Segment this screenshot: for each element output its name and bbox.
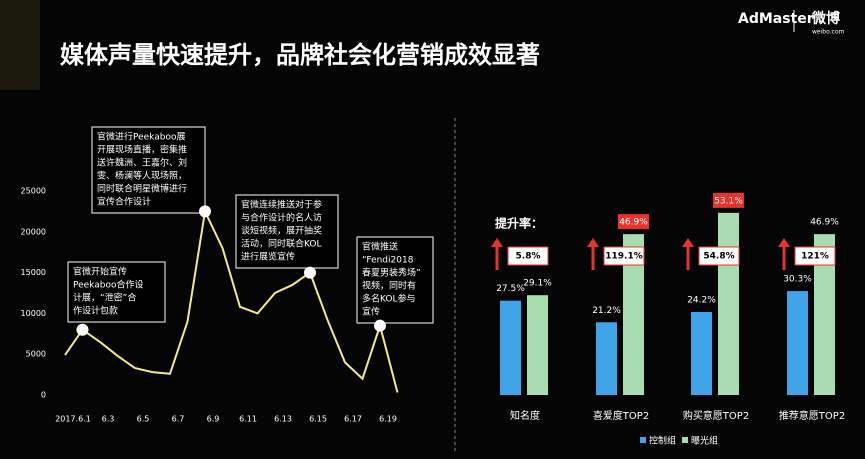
x-tick-label: 6.13 xyxy=(274,415,292,424)
annotation-box xyxy=(67,261,166,323)
annotation-text: 作设计包款 xyxy=(73,305,118,317)
annotation-text: 宣传 xyxy=(362,306,380,318)
value-label: 24.2% xyxy=(687,295,716,305)
value-label: 27.5% xyxy=(496,284,525,294)
legend-label: 曝光组 xyxy=(691,435,718,447)
marker xyxy=(76,323,89,336)
x-tick-label: 喜爱度TOP2 xyxy=(593,409,649,422)
value-label: 21.2% xyxy=(592,306,621,316)
lift-box xyxy=(603,246,645,266)
lift-box xyxy=(794,246,836,266)
bar xyxy=(596,322,617,395)
brand-url: weibo.com xyxy=(812,29,845,36)
marker xyxy=(199,205,211,218)
annotation-text: 多名KOL参与 xyxy=(362,293,416,305)
lift-arrow-head xyxy=(682,238,694,247)
lift-box xyxy=(698,246,740,266)
annotation-text: 送许魏洲、王嘉尔、刘 xyxy=(97,157,187,169)
annotation-text: 宣传合作设计 xyxy=(97,196,151,208)
lift-box xyxy=(507,246,549,266)
x-tick-label: 6.5 xyxy=(137,415,150,424)
bar xyxy=(691,311,712,395)
annotation-text: 活动，同时联合KOL xyxy=(241,238,322,250)
annotation-text: 春夏男装秀场” xyxy=(362,267,421,279)
value-label: 53.1% xyxy=(714,196,743,206)
x-tick-label: 6.9 xyxy=(207,415,220,424)
legend-swatch xyxy=(640,437,646,443)
annotation-text: 官微进行Peekaboo展 xyxy=(97,131,185,143)
bar xyxy=(787,291,808,395)
annotation-text: 进行展览宣传 xyxy=(241,251,295,263)
lift-arrow-head xyxy=(778,238,790,247)
value-label: 46.9% xyxy=(619,218,648,228)
brand-sub: 微博 xyxy=(811,10,840,27)
lift-title: 提升率： xyxy=(495,216,543,231)
bar xyxy=(623,234,644,395)
annotation-text: 开展现场直播，密集推 xyxy=(97,144,187,156)
annotation-text: 视频，同时有 xyxy=(362,280,416,292)
decoration xyxy=(0,0,40,90)
x-tick-label: 6.19 xyxy=(379,415,397,424)
lift-arrow-head xyxy=(491,238,503,247)
annotation-text: 谈短视频，展开抽奖 xyxy=(241,225,322,237)
annotation-box xyxy=(235,194,339,269)
annotation-text: “Fendi2018 xyxy=(362,256,414,266)
marker xyxy=(304,266,316,279)
brand: AdMaster xyxy=(738,11,814,27)
annotation-text: Peekaboo合作设 xyxy=(73,279,143,291)
bar xyxy=(500,300,521,395)
value-label: 30.3% xyxy=(783,275,812,285)
annotation-box xyxy=(356,236,434,324)
x-tick-label: 推荐意愿TOP2 xyxy=(779,409,845,422)
x-tick-label: 6.17 xyxy=(344,415,362,424)
x-tick-label: 购买意愿TOP2 xyxy=(683,409,749,422)
value-label-highlight xyxy=(618,214,649,230)
lift-label: 121% xyxy=(801,252,829,262)
annotation-text: 官微推送 xyxy=(362,241,398,253)
x-tick-label: 6.7 xyxy=(172,415,185,424)
annotation-box xyxy=(91,126,206,214)
y-tick-label: 20000 xyxy=(21,227,46,236)
value-label: 46.9% xyxy=(810,218,839,228)
legend-label: 控制组 xyxy=(649,435,676,447)
lift-arrow-head xyxy=(587,238,599,247)
title: 媒体声量快速提升，品牌社会化营销成效显著 xyxy=(60,41,540,69)
bar xyxy=(527,295,548,395)
y-tick-label: 10000 xyxy=(21,309,46,318)
x-tick-label: 6.15 xyxy=(309,415,327,424)
x-tick-label: 2017.6.1 xyxy=(55,415,91,424)
lift-label: 5.8% xyxy=(516,252,541,262)
value-label: 29.1% xyxy=(523,279,552,289)
y-tick-label: 5000 xyxy=(26,350,46,359)
line xyxy=(64,208,399,393)
annotation-text: 同时联合明星微博进行 xyxy=(97,183,187,195)
x-tick-label: 知名度 xyxy=(510,409,540,422)
y-tick-label: 15000 xyxy=(21,268,46,277)
lift-label: 119.1% xyxy=(605,252,643,262)
lift-label: 54.8% xyxy=(703,252,734,262)
annotation-text: 计展，“泄密”合 xyxy=(73,292,136,304)
y-tick-label: 25000 xyxy=(21,187,46,196)
x-tick-label: 6.3 xyxy=(102,415,115,424)
annotation-text: 雯、杨澜等人现场照， xyxy=(97,170,187,182)
value-label-highlight xyxy=(713,192,744,208)
bar xyxy=(718,212,739,395)
bar xyxy=(814,234,835,395)
annotation-text: 与合作设计的名人访 xyxy=(241,212,322,224)
y-tick-label: 0 xyxy=(41,391,46,400)
annotation-text: 官微连续推送对于参 xyxy=(241,199,322,211)
legend-swatch xyxy=(682,437,688,443)
x-tick-label: 6.11 xyxy=(239,415,257,424)
annotation-text: 官微开始宣传 xyxy=(73,266,127,278)
marker xyxy=(374,319,386,332)
